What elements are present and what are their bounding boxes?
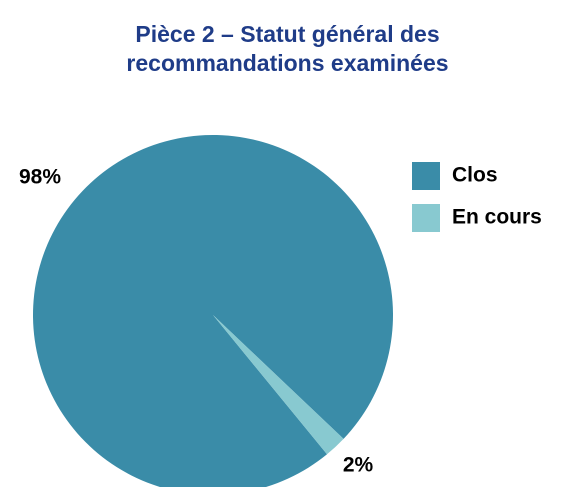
legend-label: Clos [452,164,498,187]
chart-title: Pièce 2 – Statut général des recommandat… [126,21,449,76]
data-label: 98% [19,166,61,189]
data-label: 2% [343,454,374,477]
pie-slice [213,315,344,455]
legend-label: En cours [452,206,542,229]
legend-swatch [412,204,440,232]
pie-slice [33,135,393,487]
legend-swatch [412,162,440,190]
title-box: Pièce 2 – Statut général des recommandat… [0,20,575,78]
